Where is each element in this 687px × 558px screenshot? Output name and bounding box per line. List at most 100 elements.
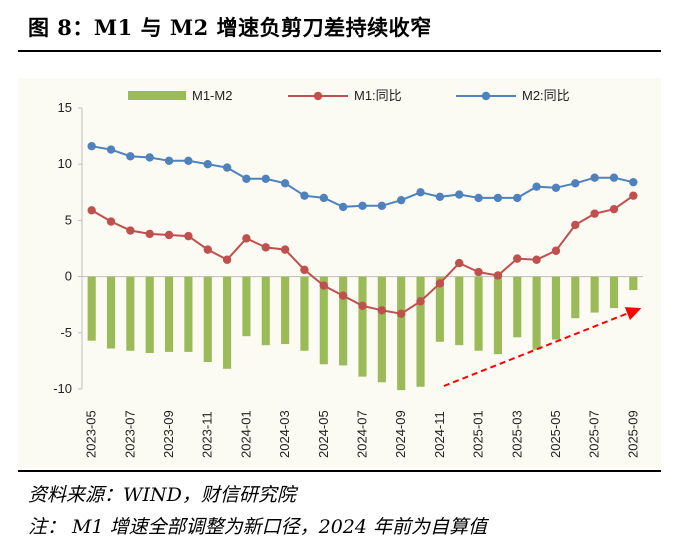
marker-m2: [106, 145, 116, 154]
marker-m2: [319, 193, 329, 203]
marker-m2: [242, 174, 251, 184]
marker-m2: [396, 195, 406, 205]
x-tick-label: 2023-11: [200, 411, 215, 458]
marker-m1: [493, 271, 503, 280]
marker-m1: [184, 231, 193, 241]
marker-m1: [145, 229, 154, 239]
bar-m1-m2: [493, 276, 502, 355]
marker-m1: [571, 220, 580, 230]
marker-m1: [377, 306, 387, 315]
bar-m1-m2: [164, 276, 174, 352]
marker-m1: [261, 243, 270, 252]
marker-m2: [87, 142, 96, 151]
y-tick-label: 5: [65, 212, 72, 227]
marker-m1: [358, 301, 367, 311]
bar-m1-m2: [242, 276, 251, 337]
marker-m2: [551, 183, 561, 193]
x-tick-label: 2024-03: [277, 410, 292, 458]
x-tick-label: 2024-01: [238, 410, 253, 458]
chart-area: -10 -5 0 5 10 15 2023-05 2023-07 2023-09 2023-11 2…: [18, 78, 661, 468]
bar-m1-m2: [319, 276, 328, 365]
bar-m1-m2: [609, 276, 619, 309]
marker-m2: [416, 188, 425, 197]
bar-m1-m2: [223, 276, 232, 369]
marker-m2: [629, 177, 638, 187]
bar-m1-m2: [358, 276, 367, 377]
x-tick-label: 2025-07: [587, 410, 602, 458]
marker-m1: [126, 226, 135, 235]
bar-m1-m2: [145, 276, 154, 354]
marker-m1: [629, 191, 638, 200]
legend-label-m1-m2: M1-M2: [192, 88, 232, 103]
bar-m1-m2: [377, 276, 386, 383]
legend-swatch-m1-m2: [128, 91, 186, 100]
marker-m2: [145, 153, 154, 162]
marker-m2: [435, 192, 445, 201]
bar-m1-m2: [513, 276, 522, 338]
source-note: 资料来源：WIND，财信研究院: [28, 484, 296, 506]
x-tick-label: 2023-07: [122, 410, 137, 458]
marker-m1: [609, 204, 619, 214]
marker-m2: [493, 193, 503, 203]
bar-m1-m2: [106, 276, 116, 349]
bar-m1-m2: [339, 276, 348, 366]
trend-arrow-line: [443, 310, 634, 387]
marker-m1: [338, 291, 348, 300]
y-tick-label: -10: [53, 381, 72, 396]
y-tick-label: 15: [58, 100, 72, 115]
bar-m1-m2: [416, 276, 425, 387]
trend-arrow-head: [624, 307, 642, 321]
marker-m1: [222, 255, 232, 264]
bar-m1-m2: [590, 276, 599, 313]
x-tick-label: 2024-07: [355, 410, 370, 458]
x-tick-label: 2023-05: [84, 410, 99, 458]
marker-m1: [106, 217, 116, 226]
marker-m1: [280, 245, 290, 254]
y-tick-label: 0: [65, 269, 72, 284]
bar-m1-m2: [261, 276, 270, 346]
marker-m2: [377, 201, 387, 210]
bar-m1-m2: [397, 276, 406, 391]
marker-m1: [87, 206, 96, 215]
figure-title: 图 8：M1 与 M2 增速负剪刀差持续收窄: [28, 15, 432, 40]
marker-m1: [242, 234, 251, 243]
marker-m1: [164, 230, 174, 240]
x-tick-label: 2024-09: [393, 410, 408, 458]
x-tick-label: 2025-09: [625, 410, 640, 458]
bar-m1-m2: [184, 276, 193, 352]
x-tick-label: 2025-05: [548, 410, 563, 458]
x-tick-label: 2024-11: [432, 411, 447, 458]
marker-m1: [435, 279, 445, 288]
top-rule: [18, 50, 661, 52]
marker-m1: [590, 209, 599, 218]
bar-m1-m2: [281, 276, 290, 345]
legend-marker-m1: [313, 91, 323, 101]
y-tick-label: 10: [58, 156, 72, 171]
bar-m1-m2: [571, 276, 580, 319]
marker-m2: [609, 173, 619, 182]
x-tick-label: 2025-01: [471, 410, 486, 458]
legend-marker-m2: [481, 91, 491, 101]
y-tick-label: -5: [60, 325, 72, 340]
marker-m2: [338, 202, 348, 212]
marker-m1: [203, 245, 212, 254]
marker-m1: [551, 246, 561, 255]
x-tick-label: 2023-09: [161, 410, 176, 458]
bar-m1-m2: [551, 276, 561, 340]
marker-m2: [184, 156, 193, 166]
marker-m1: [474, 267, 483, 277]
marker-m2: [571, 179, 580, 188]
marker-m2: [222, 163, 232, 172]
x-tick-label: 2025-03: [509, 410, 524, 458]
marker-m1: [319, 281, 329, 290]
marker-m2: [590, 173, 599, 182]
footnote: 注： M1 增速全部调整为新口径，2024 年前为自算值: [28, 516, 488, 538]
bar-m1-m2: [532, 276, 541, 350]
bar-m1-m2: [203, 276, 212, 363]
marker-m2: [126, 152, 135, 161]
marker-m1: [300, 265, 309, 275]
bar-m1-m2: [474, 276, 483, 351]
chart-svg: -10 -5 0 5 10 15 2023-05 2023-07 2023-09 2023-11 2…: [53, 88, 643, 458]
marker-m2: [300, 191, 309, 200]
line-m2: [91, 145, 634, 208]
